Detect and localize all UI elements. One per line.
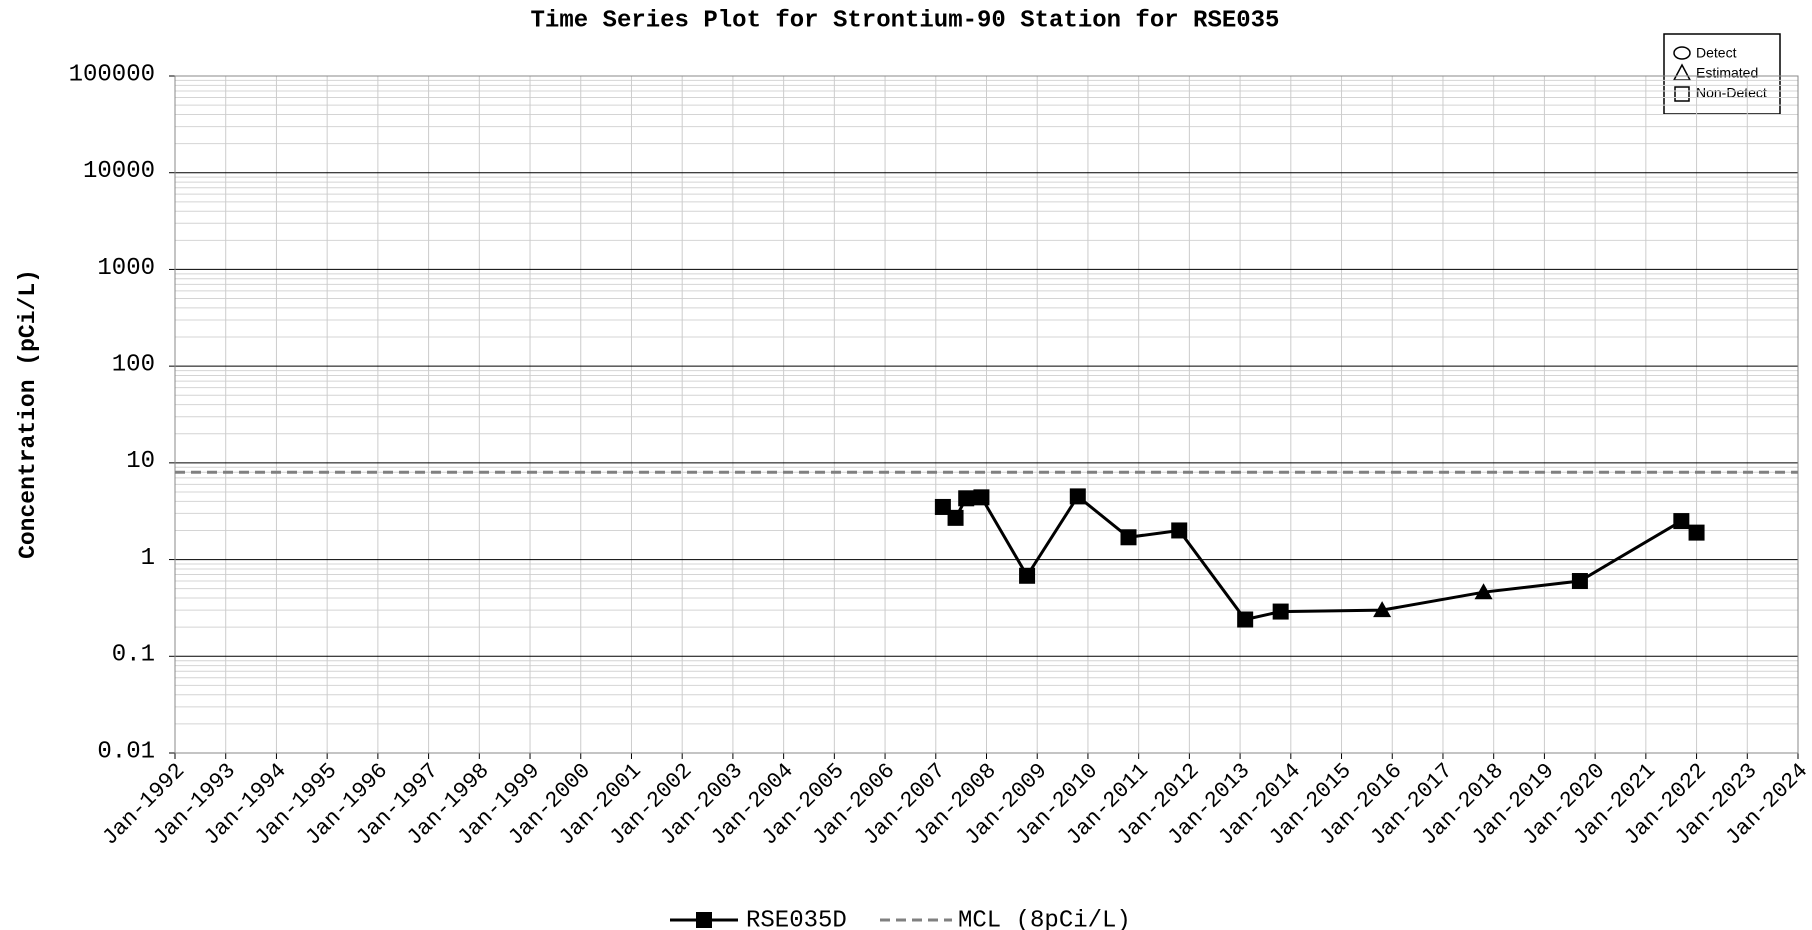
marker-legend-label: Detect: [1696, 45, 1737, 61]
data-marker: [1272, 603, 1289, 620]
legend-swatch-marker: [696, 912, 712, 928]
y-tick-label: 0.01: [97, 738, 155, 765]
data-marker: [1069, 488, 1086, 505]
y-tick-label: 1: [141, 545, 155, 572]
y-tick-label: 10000: [83, 158, 155, 185]
data-marker: [1019, 567, 1036, 584]
y-tick-label: 0.1: [112, 642, 155, 669]
y-tick-label: 1000: [97, 255, 155, 282]
data-marker: [973, 489, 990, 506]
chart-title: Time Series Plot for Strontium-90 Statio…: [531, 7, 1280, 34]
marker-legend-label: Non-Detect: [1696, 85, 1767, 101]
marker-legend-label: Estimated: [1696, 65, 1758, 81]
marker-legend: Detect Estimated Non-Detect: [1663, 33, 1781, 115]
legend-label: RSE035D: [746, 907, 847, 930]
data-marker: [1373, 601, 1392, 618]
data-marker: [1673, 513, 1690, 530]
non-detect-icon: [1674, 86, 1690, 102]
data-marker: [1120, 529, 1137, 546]
y-axis-label: Concentration (pCi/L): [15, 269, 41, 559]
data-marker: [1171, 522, 1188, 539]
y-tick-label: 100000: [69, 61, 155, 88]
series-line: [941, 494, 1698, 622]
detect-icon: [1673, 46, 1691, 60]
plot-frame: [174, 75, 1799, 754]
data-marker: [1571, 573, 1588, 590]
data-marker: [934, 498, 951, 515]
data-marker: [1688, 524, 1705, 541]
data-marker: [1474, 583, 1493, 600]
data-marker: [1237, 611, 1254, 628]
y-tick-label: 100: [112, 351, 155, 378]
legend-label: MCL (8pCi/L): [958, 907, 1131, 930]
data-marker: [947, 509, 964, 526]
data-marker: [958, 490, 975, 507]
y-tick-label: 10: [126, 448, 155, 475]
